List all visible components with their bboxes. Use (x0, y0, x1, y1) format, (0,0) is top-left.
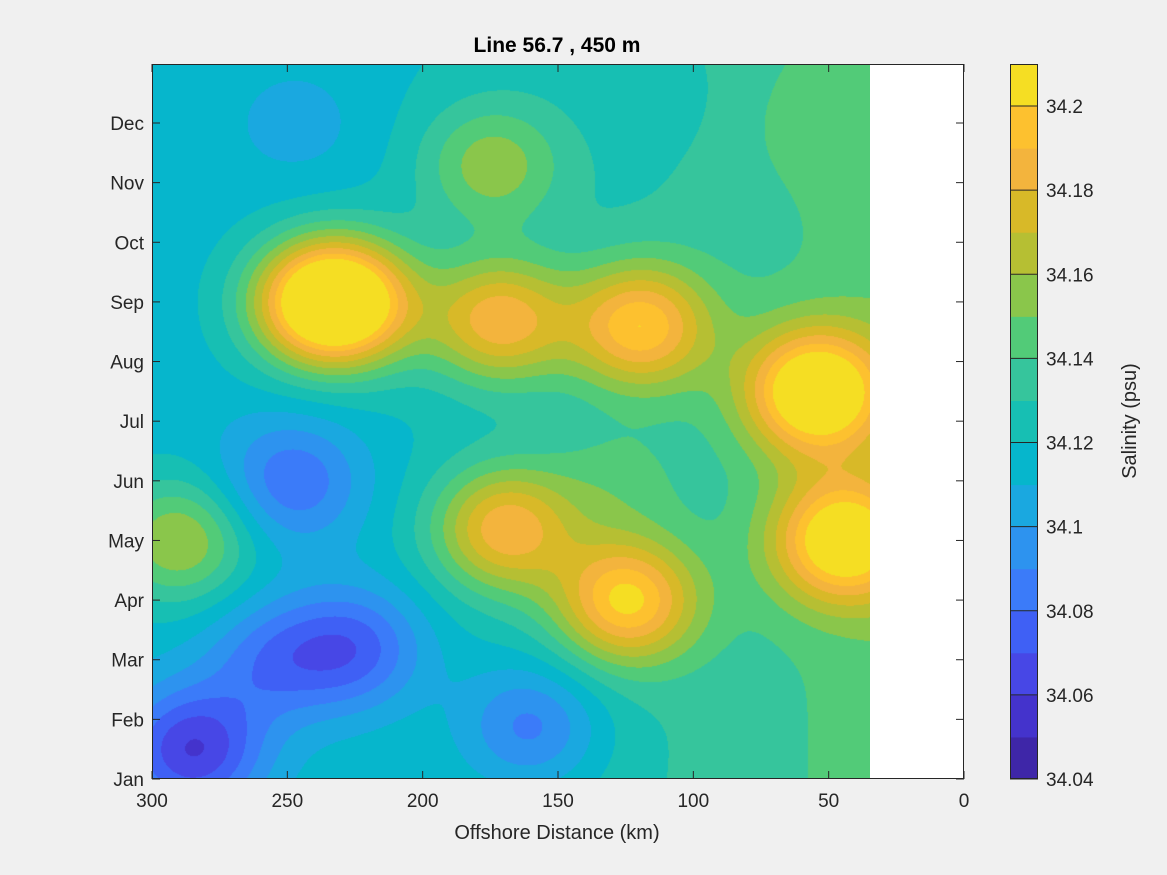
y-tick-label: Jan (113, 770, 144, 791)
y-axis: Jan Feb Mar Apr May Jun Jul Aug Sep Oct Nov Dec (108, 114, 964, 791)
colorbar-band (1010, 148, 1038, 191)
y-tick-label: Dec (110, 114, 144, 135)
colorbar-tick-label: 34.16 (1046, 265, 1094, 286)
colorbar-tick-label: 34.18 (1046, 181, 1094, 202)
y-tick-label: Jul (120, 412, 144, 433)
y-tick-label: Nov (110, 174, 144, 195)
y-tick-label: Oct (114, 233, 144, 254)
y-tick-label: May (108, 531, 144, 552)
colorbar: 34.04 34.06 34.08 34.1 34.12 34.14 34.16 34.18 3… (1010, 64, 1141, 791)
colorbar-band (1010, 190, 1038, 233)
colorbar-band (1010, 694, 1038, 738)
colorbar-band (1010, 484, 1038, 528)
x-tick-label: 150 (542, 791, 574, 812)
y-tick-label: Feb (111, 710, 144, 731)
x-tick-label: 50 (818, 791, 839, 812)
colorbar-band (1010, 736, 1038, 780)
colorbar-band (1010, 106, 1038, 149)
y-tick-label: Apr (114, 591, 144, 612)
x-tick-label: 200 (407, 791, 439, 812)
x-tick-label: 300 (136, 791, 168, 812)
x-axis-label: Offshore Distance (km) (454, 822, 659, 844)
colorbar-tick-label: 34.06 (1046, 686, 1094, 707)
colorbar-bands (1010, 64, 1038, 780)
chart-title: Line 56.7 , 450 m (474, 34, 641, 57)
y-tick-label: Aug (110, 353, 144, 374)
colorbar-band (1010, 610, 1038, 654)
colorbar-tick-label: 34.2 (1046, 97, 1083, 118)
colorbar-tick-label: 34.04 (1046, 770, 1094, 791)
colorbar-band (1010, 232, 1038, 275)
colorbar-band (1010, 568, 1038, 612)
colorbar-band (1010, 64, 1038, 107)
colorbar-tick-label: 34.1 (1046, 518, 1083, 539)
x-axis: 300 250 200 150 100 50 0 (136, 64, 969, 812)
colorbar-band (1010, 652, 1038, 696)
y-tick-label: Jun (113, 472, 144, 493)
y-tick-label: Mar (111, 651, 144, 672)
colorbar-band (1010, 274, 1038, 317)
x-tick-label: 100 (677, 791, 709, 812)
colorbar-band (1010, 358, 1038, 401)
x-tick-label: 0 (959, 791, 970, 812)
colorbar-band (1010, 526, 1038, 570)
salinity-contour-field (152, 64, 870, 779)
x-tick-label: 250 (271, 791, 303, 812)
colorbar-tick-label: 34.14 (1046, 349, 1094, 370)
colorbar-band (1010, 442, 1038, 486)
colorbar-label: Salinity (psu) (1119, 363, 1141, 479)
plot-area: 300 250 200 150 100 50 0 Jan Feb Mar Apr May Jun Jul… (108, 64, 969, 812)
colorbar-band (1010, 316, 1038, 359)
colorbar-band (1010, 400, 1038, 444)
colorbar-ticks: 34.04 34.06 34.08 34.1 34.12 34.14 34.16 34.18 3… (1010, 97, 1094, 791)
colorbar-tick-label: 34.12 (1046, 434, 1094, 455)
colorbar-tick-label: 34.08 (1046, 602, 1094, 623)
y-tick-label: Sep (110, 293, 144, 314)
